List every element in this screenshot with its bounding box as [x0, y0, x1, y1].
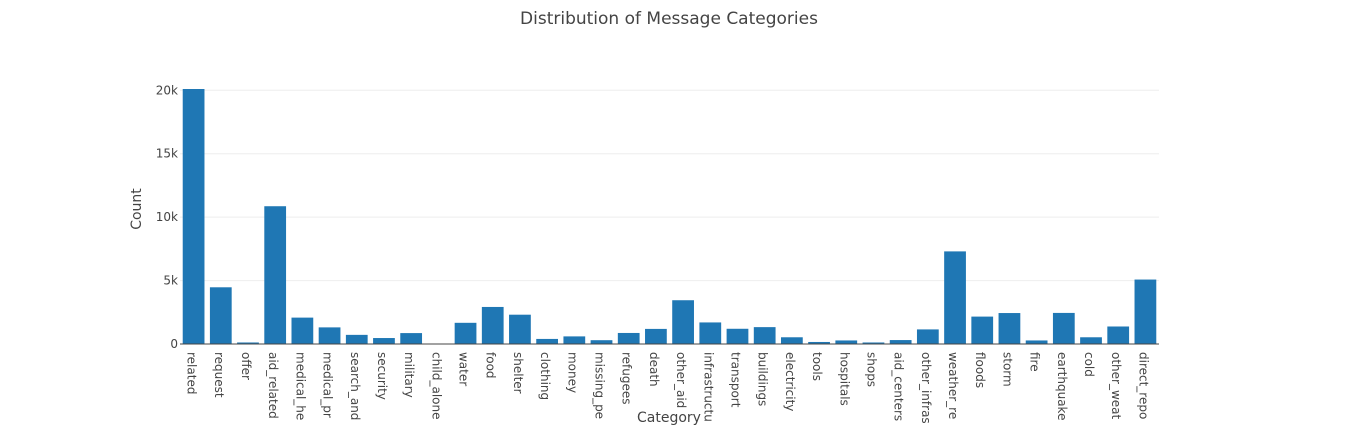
x-tick-label: weather_re [946, 352, 960, 419]
bar-water[interactable] [454, 322, 477, 344]
bar-storm[interactable] [998, 313, 1021, 344]
bar-medical_he[interactable] [291, 317, 314, 344]
bar-shelter[interactable] [509, 314, 531, 344]
x-tick-label: missing_pe [593, 352, 607, 419]
x-tick-label: other_infras [919, 352, 933, 424]
bar-earthquake[interactable] [1052, 312, 1075, 344]
bar-money[interactable] [563, 336, 586, 344]
x-tick-label: earthquake [1055, 352, 1069, 420]
x-tick-label: aid_related [266, 352, 280, 419]
x-tick-label: buildings [756, 352, 770, 406]
x-tick-label: related [185, 352, 199, 394]
y-tick-label: 5k [163, 274, 178, 288]
bar-hospitals[interactable] [835, 340, 858, 344]
x-tick-label: military [402, 352, 416, 398]
x-tick-label: fire [1028, 352, 1042, 372]
x-tick-label: hospitals [837, 352, 851, 406]
bar-death[interactable] [645, 328, 667, 344]
y-axis-title: Count [129, 188, 145, 230]
y-tick-label: 15k [156, 147, 178, 161]
bar-missing_pe[interactable] [590, 340, 613, 344]
y-tick-label: 10k [156, 210, 178, 224]
x-tick-label: other_aid [674, 352, 688, 408]
bar-related[interactable] [182, 89, 205, 344]
bar-search_and[interactable] [345, 334, 368, 344]
x-tick-label: offer [239, 352, 253, 380]
bar-other_weat[interactable] [1107, 326, 1130, 344]
bar-infrastructu[interactable] [699, 322, 722, 344]
y-tick-label: 0 [170, 337, 178, 351]
x-tick-label: transport [728, 352, 742, 408]
bar-military[interactable] [400, 333, 423, 344]
bar-weather_re[interactable] [944, 251, 966, 344]
bar-medical_pr[interactable] [318, 327, 341, 344]
bar-shops[interactable] [862, 342, 885, 344]
bar-cold[interactable] [1080, 337, 1102, 344]
bar-food[interactable] [481, 306, 504, 344]
x-tick-label: shelter [511, 352, 525, 394]
bar-aid_related[interactable] [264, 206, 287, 344]
x-tick-label: security [375, 352, 389, 400]
x-tick-label: direct_repo [1136, 352, 1150, 419]
x-tick-label: floods [973, 352, 987, 388]
bar-refugees[interactable] [617, 332, 640, 344]
x-tick-label: water [457, 352, 471, 386]
bar-offer[interactable] [237, 342, 259, 344]
bar-transport[interactable] [726, 328, 749, 344]
x-tick-label: death [647, 352, 661, 387]
bar-floods[interactable] [971, 316, 994, 344]
bar-fire[interactable] [1025, 340, 1048, 344]
x-tick-label: clothing [538, 352, 552, 400]
x-tick-label: medical_he [293, 352, 307, 420]
y-tick-label: 20k [156, 83, 178, 97]
x-tick-label: money [565, 352, 579, 393]
bar-direct_repo[interactable] [1134, 279, 1157, 344]
x-axis-title: Category [637, 410, 701, 426]
bar-security[interactable] [373, 338, 395, 344]
x-tick-label: search_and [348, 352, 362, 420]
bars [182, 89, 1157, 344]
chart-title: Distribution of Message Categories [520, 9, 818, 29]
bar-request[interactable] [209, 287, 232, 344]
x-tick-label: cold [1082, 352, 1096, 377]
x-tick-label: refugees [620, 352, 634, 405]
x-tick-label: request [212, 352, 226, 398]
x-tick-label: medical_pr [321, 352, 335, 418]
bar-other_infras[interactable] [916, 329, 939, 344]
x-tick-label: tools [810, 352, 824, 381]
bar-clothing[interactable] [536, 338, 559, 344]
bar-tools[interactable] [808, 341, 830, 344]
bar-buildings[interactable] [753, 327, 776, 344]
x-tick-label: electricity [783, 352, 797, 411]
x-tick-label: storm [1000, 352, 1014, 387]
grid-lines [180, 89, 1159, 282]
x-tick-label: food [484, 352, 498, 379]
x-tick-label: aid_centers [892, 352, 906, 421]
bar-electricity[interactable] [780, 337, 803, 344]
x-tick-label: shops [864, 352, 878, 387]
x-tick-labels: related request offer aid_related medical_he… [185, 352, 1151, 424]
y-tick-labels: 0 5k 10k 15k 20k [156, 83, 178, 351]
x-tick-label: infrastructu [701, 352, 715, 422]
bar-aid_centers[interactable] [889, 340, 912, 344]
bar-other_aid[interactable] [672, 300, 694, 344]
x-tick-label: other_weat [1109, 352, 1123, 420]
x-tick-label: child_alone [429, 352, 443, 420]
